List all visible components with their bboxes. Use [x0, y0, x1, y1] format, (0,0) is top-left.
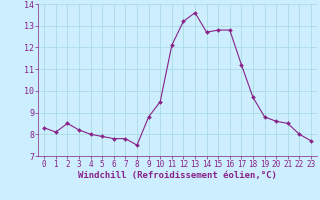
X-axis label: Windchill (Refroidissement éolien,°C): Windchill (Refroidissement éolien,°C)	[78, 171, 277, 180]
